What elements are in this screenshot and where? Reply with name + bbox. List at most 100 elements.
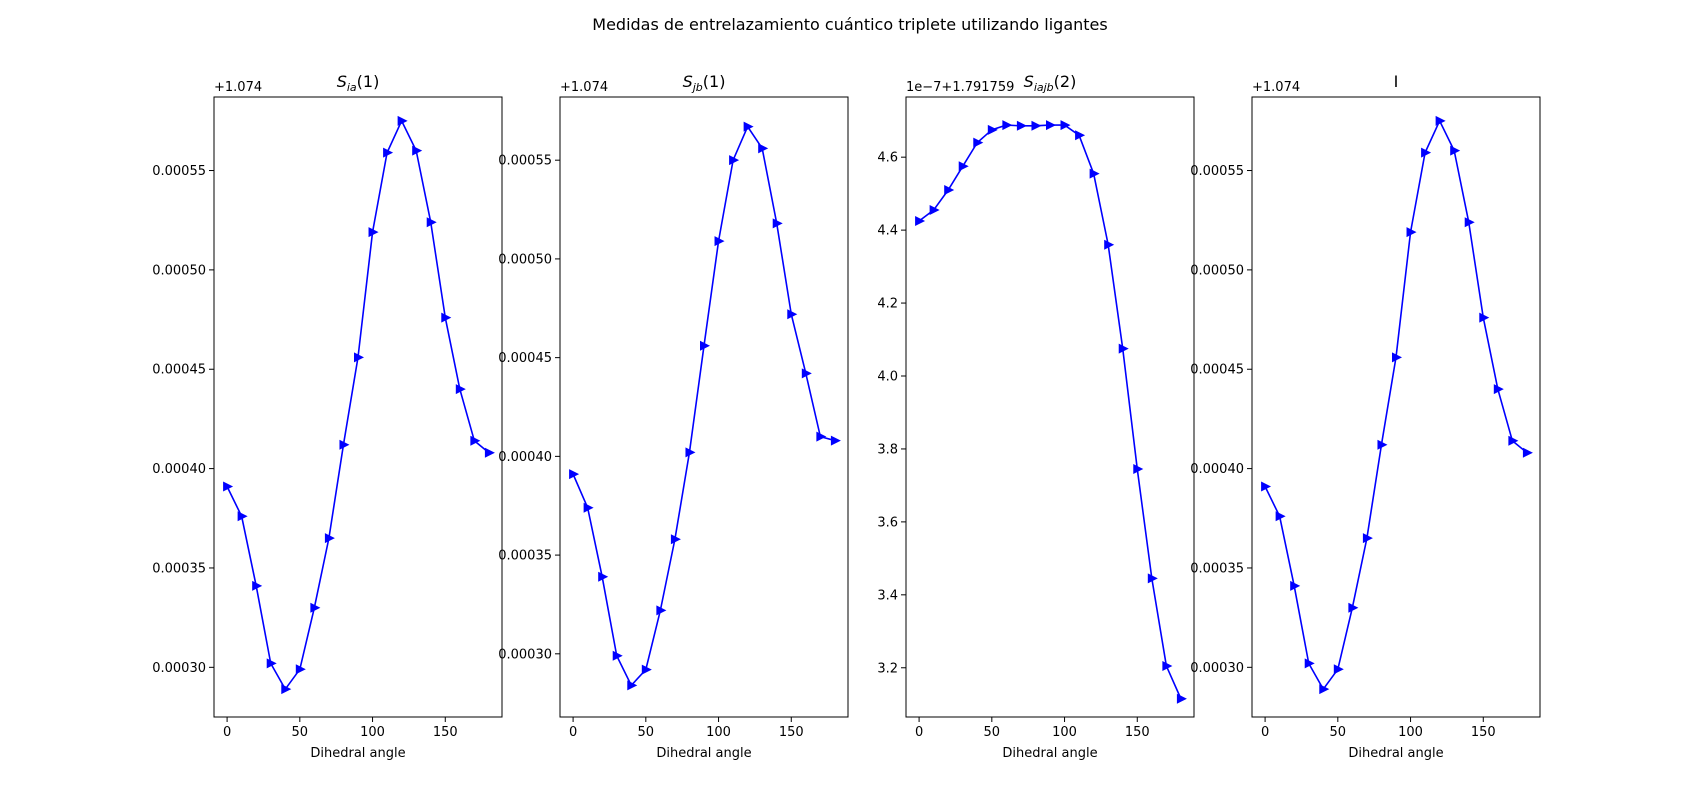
x-tick-label: 100 [706, 725, 731, 740]
data-point [1319, 684, 1330, 695]
data-point [354, 352, 364, 363]
data-point [324, 533, 335, 544]
data-point [598, 571, 609, 582]
data-point [743, 121, 754, 132]
subplots: 0 50 100 150 0.00030 0.00035 0.00040 0.00045 0.0… [152, 72, 1541, 761]
x-tick-label: 50 [638, 725, 655, 740]
data-point [295, 664, 306, 675]
data-point [1348, 602, 1359, 613]
data-point [816, 431, 827, 442]
x-tick-label: 0 [569, 725, 577, 740]
data-point [1060, 120, 1071, 131]
plot-frame [213, 96, 503, 718]
y-tick-label: 0.00045 [152, 363, 206, 378]
data-point [412, 145, 423, 156]
y-tick-label: 0.00040 [498, 450, 552, 465]
x-tick-label: 0 [915, 725, 923, 740]
data-point [915, 216, 926, 226]
axis-offset-text: +1.074 [560, 80, 608, 95]
data-point [1046, 120, 1056, 131]
y-tick-label: 0.00030 [152, 661, 206, 676]
axis-offset-text: +1.074 [214, 80, 262, 95]
data-point [612, 650, 623, 661]
data-point [1162, 660, 1173, 671]
data-point [1435, 115, 1446, 126]
data-point [1508, 435, 1519, 446]
x-tick-label: 150 [433, 725, 458, 740]
data-point [1075, 130, 1086, 141]
x-axis-label: Dihedral angle [1002, 746, 1097, 761]
y-tick-label: 0.00040 [152, 462, 206, 477]
data-point [729, 155, 740, 166]
data-point [1304, 658, 1315, 669]
plot-frame [905, 96, 1195, 718]
data-point [223, 481, 234, 492]
data-point [426, 217, 437, 228]
x-axis-label: Dihedral angle [310, 746, 405, 761]
x-tick-label: 0 [1261, 725, 1269, 740]
data-point [627, 680, 638, 691]
subplot-1: 0 50 100 150 0.00030 0.00035 0.00040 0.00045 0.0… [152, 72, 503, 761]
data-point [787, 309, 798, 320]
subplot-title: Sjb(1) [683, 72, 726, 94]
plot-frame [559, 96, 849, 718]
y-tick-label: 0.00040 [1190, 462, 1244, 477]
data-point [1176, 693, 1187, 704]
y-tick-label: 0.00050 [152, 263, 206, 278]
y-tick-label: 0.00045 [1190, 363, 1244, 378]
data-point [1522, 447, 1533, 458]
data-point [1104, 239, 1115, 250]
data-point [929, 205, 940, 216]
data-point [266, 658, 277, 669]
data-point [1464, 217, 1475, 228]
y-tick-label: 0.00035 [498, 549, 552, 564]
y-tick-label: 3.2 [877, 661, 898, 676]
y-tick-label: 0.00055 [1190, 164, 1244, 179]
data-point [1118, 343, 1129, 354]
data-point [944, 185, 955, 195]
data-point [973, 137, 984, 148]
data-point [987, 124, 998, 135]
data-point [772, 218, 783, 229]
data-point [237, 511, 248, 522]
data-point [1479, 312, 1490, 323]
x-tick-label: 50 [292, 725, 309, 740]
subplot-3: 0 50 100 150 3.2 3.4 3.6 3.8 4.0 4.2 4.4 4.6 1e−7+1.… [877, 72, 1195, 761]
y-tick-label: 4.2 [877, 297, 898, 312]
data-point [641, 664, 652, 675]
data-point [685, 447, 696, 458]
x-tick-label: 50 [984, 725, 1001, 740]
y-tick-label: 0.00050 [498, 252, 552, 267]
data-point [1133, 464, 1144, 474]
series-line [1264, 118, 1528, 691]
y-tick-label: 0.00045 [498, 351, 552, 366]
data-point [1450, 145, 1461, 156]
y-tick-label: 3.4 [877, 588, 898, 603]
data-point [830, 435, 841, 446]
data-point [1290, 580, 1301, 591]
data-point [670, 534, 681, 545]
data-point [1406, 227, 1417, 238]
figure-title: Medidas de entrelazamiento cuántico trip… [592, 15, 1107, 34]
x-tick-label: 150 [779, 725, 804, 740]
x-tick-label: 100 [360, 725, 385, 740]
y-tick-label: 0.00035 [152, 561, 206, 576]
x-tick-label: 150 [1125, 725, 1150, 740]
data-point [583, 502, 594, 513]
series-line [226, 118, 490, 691]
data-point [455, 384, 466, 395]
subplot-title: Sia(1) [337, 72, 380, 94]
y-tick-label: 3.8 [877, 442, 898, 457]
data-point [1002, 120, 1013, 131]
data-point [700, 340, 710, 351]
series-line [918, 124, 1182, 700]
data-point [252, 580, 263, 591]
data-point [1392, 352, 1402, 363]
y-tick-label: 4.4 [877, 224, 898, 239]
data-point [441, 312, 452, 323]
data-point [758, 143, 769, 154]
data-point [656, 605, 667, 616]
plot-frame [1251, 96, 1541, 718]
y-tick-label: 0.00050 [1190, 263, 1244, 278]
y-tick-label: 0.00030 [498, 647, 552, 662]
